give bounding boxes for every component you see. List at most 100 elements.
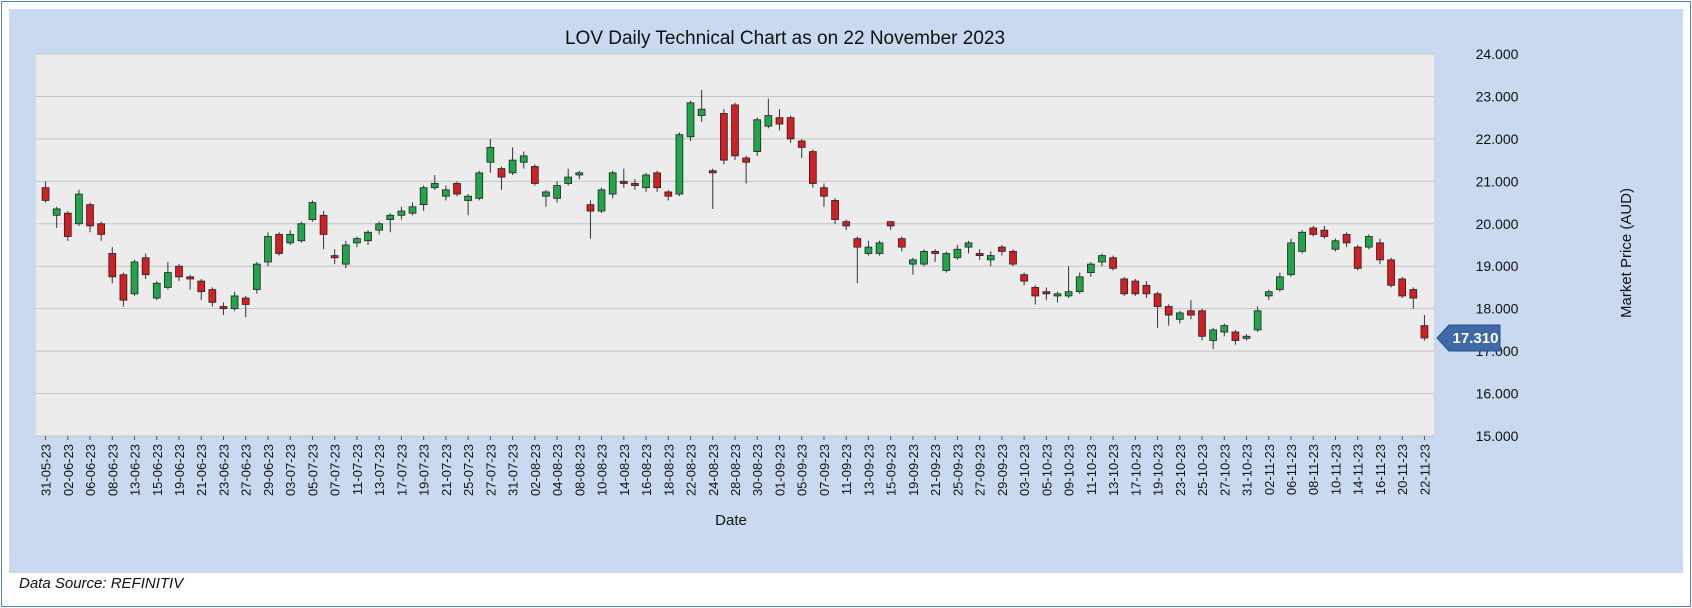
candle <box>1364 234 1373 250</box>
candle-body-down <box>1198 310 1206 337</box>
y-tick-label: 21.000 <box>1476 173 1519 189</box>
x-tick-label: 19-10-23 <box>1151 444 1166 496</box>
candle <box>864 240 873 256</box>
candle-body-up <box>764 115 773 127</box>
candle-body-down <box>886 221 895 227</box>
candle-body-up <box>130 261 139 295</box>
candle <box>197 278 206 301</box>
x-tick-label: 29-09-23 <box>995 444 1010 496</box>
y-tick-label: 19.000 <box>1476 258 1519 274</box>
gridlines <box>36 53 1434 437</box>
y-tick-label: 16.000 <box>1476 386 1519 402</box>
x-tick-label: 05-09-23 <box>795 444 810 496</box>
candle <box>208 287 217 307</box>
candle <box>653 170 662 192</box>
candle <box>909 257 917 275</box>
x-tick-label: 16-08-23 <box>639 444 654 496</box>
candle <box>486 138 495 173</box>
candle-body-up <box>353 238 361 244</box>
candle <box>964 240 973 254</box>
candle-body-up <box>564 176 573 184</box>
candle-body-down <box>1342 233 1351 244</box>
candle <box>430 174 439 190</box>
x-tick-label: 21-09-23 <box>928 444 943 496</box>
x-tick-label: 06-06-23 <box>83 444 98 496</box>
candle-body-up <box>1064 291 1073 297</box>
candle <box>241 295 250 318</box>
candle <box>631 179 639 190</box>
candle-body-up <box>675 134 684 195</box>
candle-body-down <box>731 104 739 157</box>
candle-body-up <box>942 253 951 271</box>
candle <box>1042 287 1051 301</box>
x-axis-label: Date <box>715 512 747 529</box>
candle-body-up <box>75 193 83 225</box>
candle-body-up <box>375 223 384 231</box>
candle <box>542 189 550 207</box>
candle <box>597 187 606 214</box>
candle-body-down <box>831 200 839 220</box>
candle-body-up <box>1264 291 1273 297</box>
candle <box>308 200 317 222</box>
y-tick-label: 15.000 <box>1476 428 1519 444</box>
candle <box>1220 323 1229 337</box>
candle-body-down <box>1142 284 1151 295</box>
candle-body-up <box>1175 312 1184 320</box>
x-tick-label: 14-11-23 <box>1351 444 1366 495</box>
candle-body-down <box>497 168 506 178</box>
candle <box>808 149 817 188</box>
candle-body-up <box>164 272 172 288</box>
x-tick-label: 22-11-23 <box>1417 444 1432 495</box>
candle <box>1264 289 1273 301</box>
candle-body-down <box>1020 274 1028 282</box>
x-tick-label: 21-07-23 <box>439 444 454 496</box>
candle-body-up <box>408 206 417 214</box>
candle-body-up <box>608 172 617 195</box>
candle <box>1242 334 1251 341</box>
candle-body-down <box>97 223 106 235</box>
candle <box>1009 249 1017 267</box>
candle <box>442 185 450 201</box>
chart-area: LOV Daily Technical Chart as on 22 Novem… <box>9 9 1683 573</box>
candle-body-down <box>720 113 728 161</box>
x-tick-label: 13-06-23 <box>128 444 143 496</box>
x-tick-label: 07-09-23 <box>817 444 832 496</box>
candle-body-up <box>986 255 995 261</box>
candle <box>319 211 328 250</box>
y-tick-label: 24.000 <box>1476 46 1519 62</box>
candle-body-down <box>330 255 339 259</box>
candle-body-down <box>1387 259 1395 286</box>
x-tick-label: 27-10-23 <box>1217 444 1232 496</box>
candle-body-down <box>808 151 817 184</box>
candle <box>1153 291 1162 328</box>
candle-body-up <box>575 172 584 176</box>
candle <box>86 202 94 233</box>
candle-body-up <box>486 146 495 163</box>
candle <box>341 240 350 269</box>
candle-body-down <box>775 117 784 125</box>
candle <box>786 115 795 144</box>
candle <box>97 221 106 241</box>
x-tick-label: 05-10-23 <box>1039 444 1054 496</box>
x-tick-label: 25-09-23 <box>950 444 965 496</box>
candle <box>164 261 172 290</box>
candle <box>130 259 139 296</box>
candle-body-down <box>1353 246 1362 269</box>
x-tick-label: 03-10-23 <box>1017 444 1032 496</box>
candle-body-down <box>1031 287 1040 297</box>
x-tick-label: 17-07-23 <box>394 444 409 496</box>
candle-body-up <box>308 202 317 220</box>
x-tick-label: 30-08-23 <box>750 444 765 496</box>
candle <box>575 170 584 180</box>
candle <box>1420 315 1429 341</box>
candle-body-down <box>1398 278 1407 297</box>
candle <box>1409 287 1418 309</box>
candle <box>1198 308 1206 341</box>
candle <box>1253 306 1262 333</box>
candle-body-up <box>508 159 517 174</box>
candle-body-down <box>742 157 750 163</box>
candle <box>1120 276 1129 296</box>
candle-body-up <box>386 214 395 220</box>
candle <box>753 117 762 156</box>
candle-body-down <box>219 306 228 310</box>
